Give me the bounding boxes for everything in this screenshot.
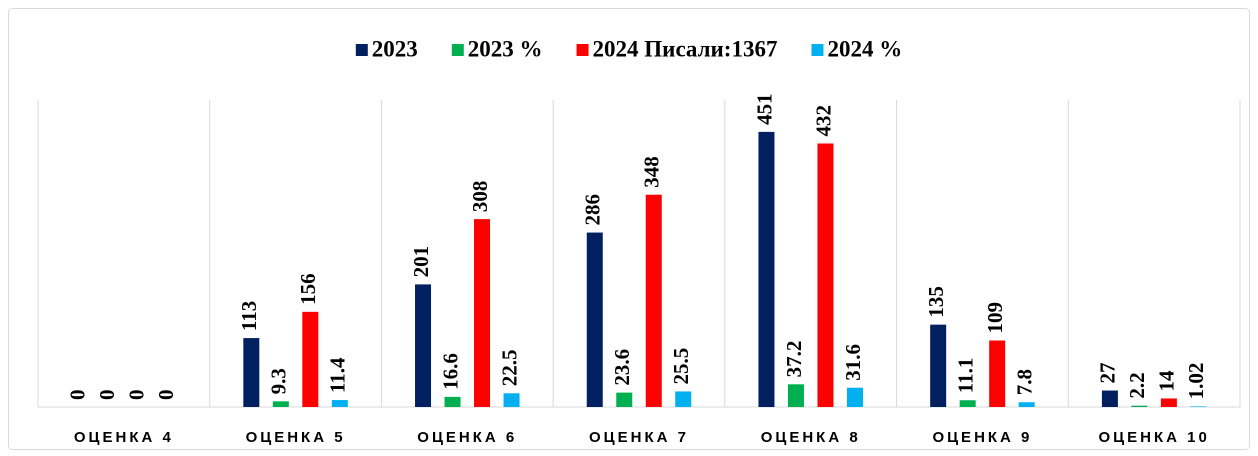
x-tick-label: ОЦЕНКА 5 [246,429,346,446]
bar [586,232,603,407]
bar [243,338,260,407]
bar [474,219,491,407]
value-label: 201 [409,246,433,278]
bar [1190,406,1207,407]
bar [272,401,289,407]
x-tick-label: ОЦЕНКА 10 [1098,429,1209,446]
bar [787,384,804,407]
value-label: 348 [640,156,664,188]
bar [930,324,947,407]
value-label: 451 [752,93,776,125]
bar [616,392,633,407]
bar [1160,398,1177,407]
legend-label: 2024 Писали:1367 [593,36,778,61]
value-label: 286 [581,194,605,226]
bar [444,396,461,407]
x-tick-label: ОЦЕНКА 4 [74,429,174,446]
bar [1018,402,1035,407]
value-label: 109 [983,302,1007,334]
value-label: 22.5 [497,350,521,387]
legend-label: 2023 [372,36,418,61]
value-label: 2.2 [1125,372,1149,398]
legend-label: 2024 % [827,36,902,61]
value-label: 25.5 [669,348,693,385]
value-label: 135 [924,286,948,318]
value-label: 23.6 [610,349,634,386]
bar [415,284,432,407]
bar [675,391,692,407]
bar [1101,390,1118,407]
value-label: 31.6 [841,344,865,381]
legend-swatch [451,44,464,56]
value-label: 16.6 [438,353,462,390]
legend-label: 2023 % [468,36,543,61]
value-label: 308 [468,181,492,213]
bar [959,400,976,407]
value-label: 1.02 [1184,363,1208,400]
bar [989,340,1006,407]
value-label: 113 [237,301,261,331]
value-label: 7.8 [1012,369,1036,395]
value-label: 432 [811,105,835,137]
bar [645,194,662,407]
legend-swatch [811,44,824,56]
value-label: 11.4 [326,357,350,393]
value-label: 14 [1155,370,1179,392]
legend-swatch [355,44,368,56]
bar [302,311,319,407]
value-label: 37.2 [782,341,806,378]
value-label: 0 [124,390,148,401]
value-label: 9.3 [267,368,291,394]
bar [503,393,520,407]
bar [817,143,834,408]
x-tick-label: ОЦЕНКА 9 [932,429,1032,446]
x-tick-label: ОЦЕНКА 8 [761,429,861,446]
value-label: 156 [296,273,320,305]
x-tick-label: ОЦЕНКА 6 [417,429,517,446]
value-label: 0 [65,390,89,401]
value-label: 11.1 [953,358,977,394]
bar [1131,405,1148,407]
value-label: 0 [95,390,119,401]
value-label: 0 [154,390,178,401]
legend-swatch [576,44,589,56]
x-tick-label: ОЦЕНКА 7 [589,429,689,446]
bar [331,400,348,407]
value-label: 27 [1096,363,1120,384]
bar [758,131,775,407]
bar [846,387,863,407]
